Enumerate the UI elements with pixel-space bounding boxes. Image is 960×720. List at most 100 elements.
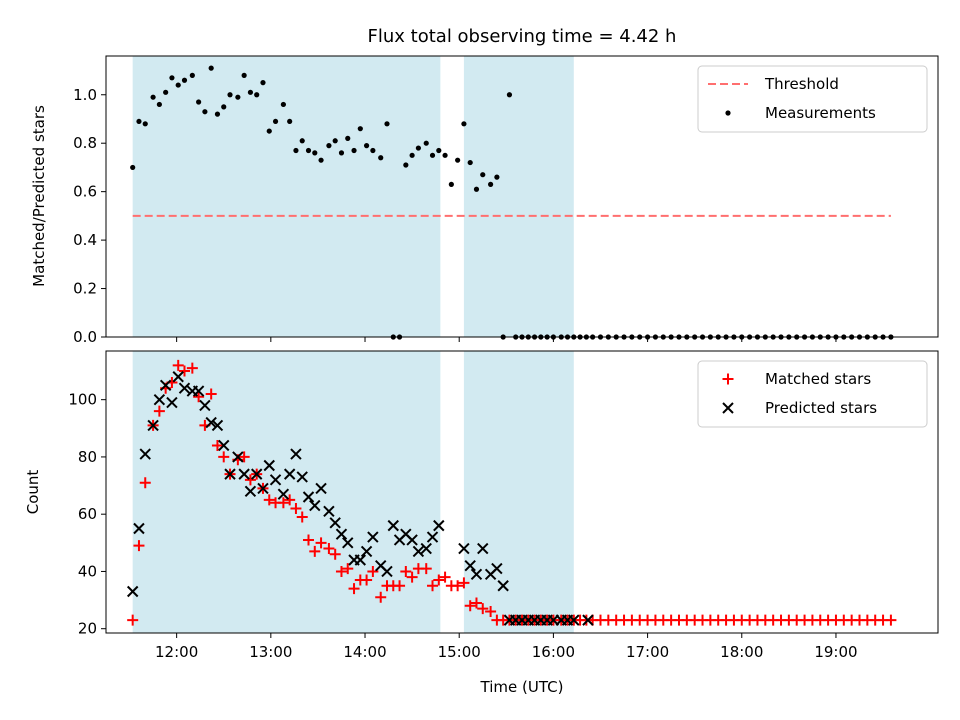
measurement-point [461, 121, 467, 127]
plot-frame [105, 350, 939, 634]
predicted-star-point [335, 528, 348, 540]
legend-label: Matched stars [765, 370, 871, 388]
matched-star-point [211, 439, 223, 451]
measurement-point [169, 75, 175, 81]
measurement-point [254, 92, 260, 98]
matched-star-point [263, 494, 275, 506]
matched-star-point [244, 474, 256, 486]
matched-star-point [133, 540, 145, 552]
predicted-star-point [360, 545, 373, 558]
measurement-point [227, 92, 233, 98]
measurement-point [467, 159, 473, 166]
predicted-star-point [139, 448, 151, 460]
matched-star-point [193, 391, 205, 403]
predicted-star-point [315, 482, 327, 495]
y-tick-label: 0.6 [73, 183, 97, 201]
predicted-star-point [387, 519, 399, 532]
measurement-point [202, 109, 208, 115]
measurement-point [312, 150, 318, 156]
predicted-star-point [458, 542, 470, 555]
legend-label: Threshold [764, 75, 839, 93]
observing-window-shade [463, 351, 574, 633]
matched-star-point [238, 451, 250, 463]
predicted-star-point [477, 542, 489, 555]
matched-star-point [361, 574, 373, 586]
x-tick-label: 18:00 [720, 643, 763, 661]
predicted-star-point [263, 459, 275, 472]
measurement-point [163, 89, 169, 95]
measurement-point [150, 94, 156, 100]
measurement-point [494, 174, 500, 180]
measurement-point [384, 121, 390, 127]
predicted-star-point [166, 396, 178, 409]
x-axis-label: Time (UTC) [480, 678, 564, 696]
predicted-star-point [244, 485, 257, 497]
matched-star-point [315, 537, 327, 549]
observing-window-shade [132, 56, 441, 337]
y-tick-label: 40 [78, 562, 97, 580]
predicted-star-point [205, 416, 217, 429]
y-tick-label: 0.2 [73, 280, 97, 298]
predicted-star-point [250, 468, 263, 480]
matched-star-point [329, 548, 341, 560]
measurement-point [221, 104, 227, 110]
y-tick-label: 0.0 [73, 328, 97, 346]
predicted-star-point [257, 482, 269, 495]
predicted-star-point [277, 488, 290, 500]
predicted-star-point [172, 371, 184, 383]
matched-star-point [178, 365, 190, 377]
count-y-axis-label: Count [24, 470, 42, 515]
predicted-star-point [153, 393, 166, 406]
measurement-point [403, 162, 409, 168]
predicted-star-point [329, 517, 341, 529]
matched-star-point [420, 563, 432, 575]
matched-star-point [303, 534, 315, 546]
measurement-point [156, 101, 162, 108]
y-tick-label: 1.0 [73, 86, 97, 104]
matched-star-point [205, 388, 217, 400]
predicted-star-point [497, 580, 509, 592]
measurement-point [130, 164, 136, 171]
matched-star-point [375, 591, 387, 603]
legend-matched-swatch [722, 373, 734, 385]
matched-star-point [367, 565, 379, 577]
legend-box [697, 65, 928, 133]
predicted-star-point [381, 565, 393, 578]
measurement-point [214, 111, 221, 117]
measurement-point [318, 157, 324, 163]
matched-star-point [470, 597, 482, 609]
predicted-star-point [491, 562, 503, 575]
measurement-point [260, 80, 266, 86]
predicted-star-point [126, 585, 139, 598]
measurement-point [345, 135, 351, 141]
predicted-star-point [218, 439, 230, 452]
matched-star-point [439, 571, 451, 583]
legend: Threshold Measurements [697, 65, 928, 133]
matched-star-point [394, 580, 406, 592]
matched-star-point [335, 565, 347, 577]
measurement-point [305, 147, 312, 154]
matched-star-point [296, 511, 308, 523]
measurement-point [370, 147, 376, 154]
measurement-point [363, 143, 370, 149]
predicted-star-point [192, 385, 205, 397]
measurement-point [488, 181, 494, 187]
y-tick-label: 0.8 [73, 134, 97, 152]
predicted-star-point [568, 614, 580, 626]
predicted-star-point [464, 560, 476, 572]
predicted-star-point [224, 468, 236, 480]
matched-star-point [284, 494, 296, 506]
predicted-star-point [232, 451, 244, 463]
legend-label: Measurements [765, 104, 876, 122]
matched-star-point [277, 497, 289, 509]
measurement-point [480, 172, 486, 178]
legend-box [697, 360, 928, 428]
predicted-star-point [420, 542, 432, 555]
measurement-point [208, 65, 214, 71]
measurement-point [357, 126, 363, 132]
predicted-star-point [238, 468, 250, 480]
predicted-star-point [302, 491, 315, 503]
matched-star-point [458, 577, 470, 589]
ratio-y-axis-label: Matched/Predicted stars [30, 105, 48, 287]
